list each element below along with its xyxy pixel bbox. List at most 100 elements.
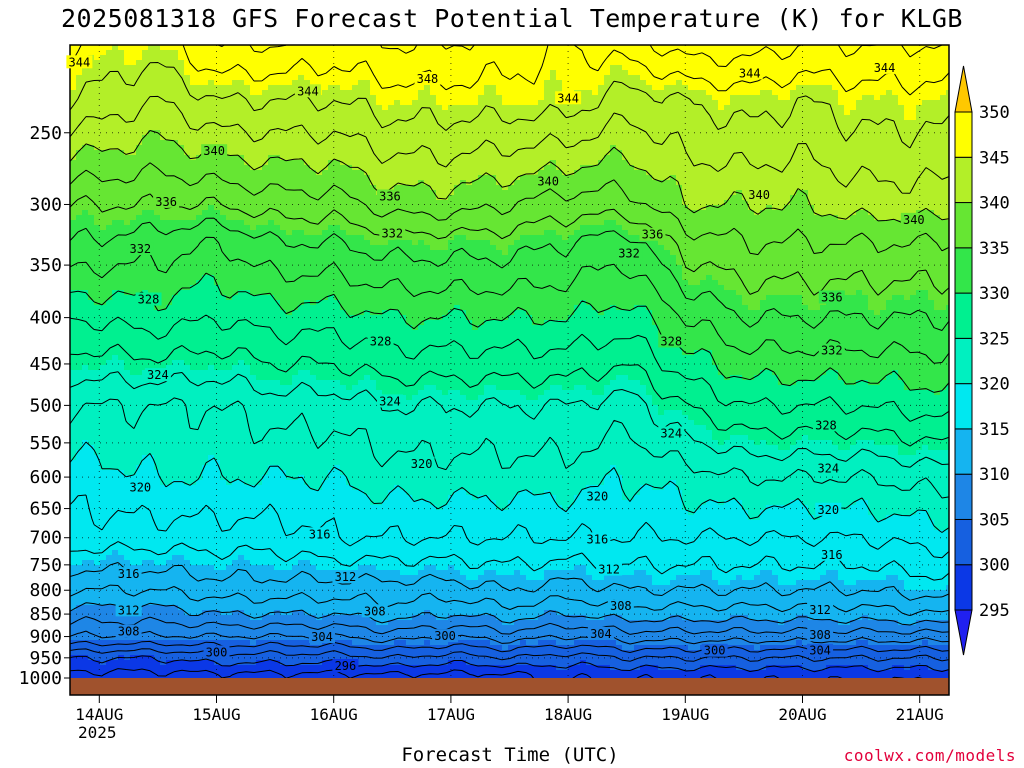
field-cell <box>706 50 713 56</box>
field-cell <box>364 55 371 61</box>
field-cell <box>310 180 317 186</box>
field-cell <box>760 120 767 126</box>
field-cell <box>796 160 803 166</box>
field-cell <box>520 45 527 51</box>
field-cell <box>484 190 491 196</box>
field-cell <box>520 85 527 91</box>
field-cell <box>898 145 905 151</box>
field-cell <box>400 170 407 176</box>
field-cell <box>154 170 161 176</box>
field-cell <box>238 55 245 61</box>
field-cell <box>418 205 425 211</box>
field-cell <box>376 90 383 96</box>
field-cell <box>904 165 911 171</box>
field-cell <box>70 190 77 196</box>
field-cell <box>592 150 599 156</box>
field-cell <box>334 115 341 121</box>
field-cell <box>166 120 173 126</box>
field-cell <box>928 125 935 131</box>
field-cell <box>730 135 737 141</box>
field-cell <box>130 140 137 146</box>
field-cell <box>736 60 743 66</box>
field-cell <box>574 135 581 141</box>
field-cell <box>700 190 707 196</box>
field-cell <box>256 85 263 91</box>
field-cell <box>934 115 941 121</box>
field-cell <box>196 120 203 126</box>
field-cell <box>244 60 251 66</box>
field-cell <box>898 155 905 161</box>
field-cell <box>202 60 209 66</box>
field-cell <box>838 160 845 166</box>
field-cell <box>424 155 431 161</box>
field-cell <box>928 190 935 196</box>
field-cell <box>586 185 593 191</box>
field-cell <box>886 135 893 141</box>
field-cell <box>490 125 497 131</box>
field-cell <box>184 75 191 81</box>
field-cell <box>484 70 491 76</box>
field-cell <box>820 50 827 56</box>
field-cell <box>856 140 863 146</box>
field-cell <box>142 45 149 51</box>
field-cell <box>256 45 263 51</box>
field-cell <box>910 205 917 211</box>
field-cell <box>310 165 317 171</box>
field-cell <box>370 140 377 146</box>
field-cell <box>586 45 593 51</box>
field-cell <box>346 190 353 196</box>
field-cell <box>364 45 371 51</box>
field-cell <box>304 50 311 56</box>
field-cell <box>472 165 479 171</box>
field-cell <box>274 95 281 101</box>
field-cell <box>556 145 563 151</box>
field-cell <box>142 115 149 121</box>
field-cell <box>118 195 125 201</box>
field-cell <box>832 195 839 201</box>
field-cell <box>274 105 281 111</box>
field-cell <box>112 145 119 151</box>
field-cell <box>670 155 677 161</box>
field-cell <box>178 90 185 96</box>
field-cell <box>814 75 821 81</box>
field-cell <box>832 155 839 161</box>
field-cell <box>244 110 251 116</box>
field-cell <box>244 140 251 146</box>
field-cell <box>100 190 107 196</box>
field-cell <box>430 180 437 186</box>
field-cell <box>544 65 551 71</box>
field-cell <box>184 160 191 166</box>
field-cell <box>856 160 863 166</box>
field-cell <box>220 105 227 111</box>
field-cell <box>388 65 395 71</box>
field-cell <box>106 105 113 111</box>
field-cell <box>508 135 515 141</box>
field-cell <box>586 75 593 81</box>
field-cell <box>364 115 371 121</box>
field-cell <box>670 140 677 146</box>
field-cell <box>676 110 683 116</box>
field-cell <box>280 165 287 171</box>
field-cell <box>220 170 227 176</box>
field-cell <box>94 60 101 66</box>
field-cell <box>160 85 167 91</box>
field-cell <box>802 150 809 156</box>
field-cell <box>388 170 395 176</box>
field-cell <box>346 60 353 66</box>
field-cell <box>346 175 353 181</box>
field-cell <box>658 135 665 141</box>
field-cell <box>538 100 545 106</box>
field-cell <box>850 190 857 196</box>
field-cell <box>244 145 251 151</box>
field-cell <box>490 65 497 71</box>
field-cell <box>736 45 743 51</box>
field-cell <box>904 175 911 181</box>
field-cell <box>706 155 713 161</box>
field-cell <box>838 90 845 96</box>
field-cell <box>154 115 161 121</box>
field-cell <box>742 125 749 131</box>
field-cell <box>334 50 341 56</box>
field-cell <box>910 105 917 111</box>
field-cell <box>718 210 725 216</box>
field-cell <box>808 185 815 191</box>
